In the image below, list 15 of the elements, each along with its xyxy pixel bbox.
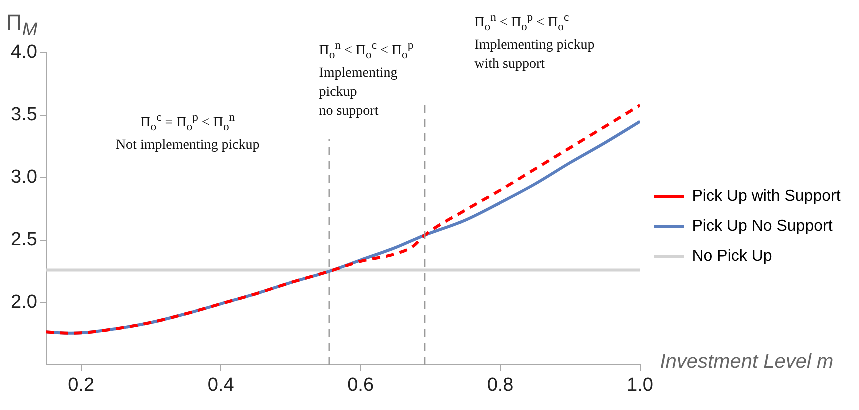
x-tick-label: 0.2 bbox=[68, 374, 95, 396]
y-tick-label: 4.0 bbox=[10, 42, 38, 64]
y-tick-label: 2.5 bbox=[10, 230, 38, 251]
x-tick-label: 0.4 bbox=[208, 374, 235, 396]
y-tick-label: 3.0 bbox=[10, 167, 38, 188]
x-tick-label: 1.0 bbox=[627, 374, 654, 396]
legend-label: Pick Up with Support bbox=[692, 188, 854, 205]
y-tick-label: 2.0 bbox=[10, 292, 38, 313]
y-axis-title: Π$_{M}$ bbox=[6, 10, 38, 40]
x-axis-title: Investment Level m bbox=[660, 351, 834, 374]
legend-label: Pick Up No Support bbox=[692, 218, 846, 235]
x-tick-label: 0.8 bbox=[487, 374, 514, 396]
legend-label: No Pick Up bbox=[692, 248, 786, 265]
y-tick-label: 3.5 bbox=[10, 104, 38, 126]
x-tick-label: 0.6 bbox=[348, 374, 374, 396]
